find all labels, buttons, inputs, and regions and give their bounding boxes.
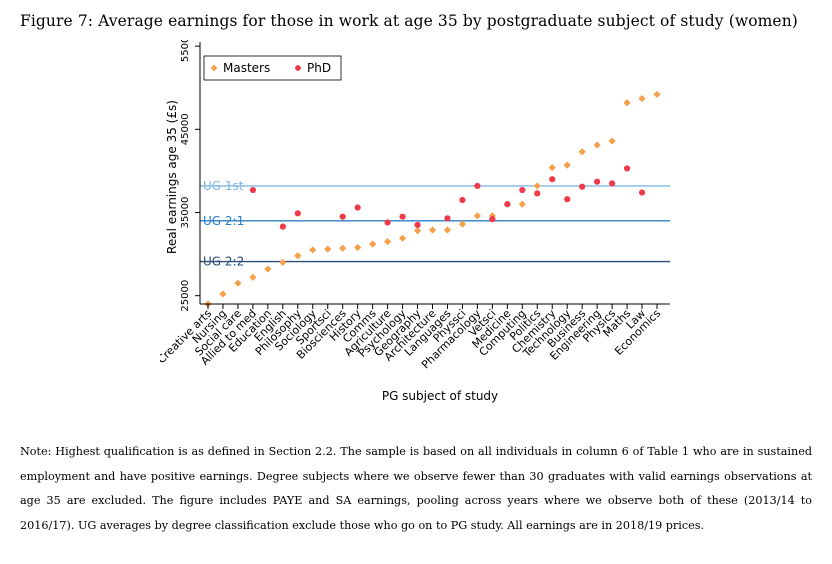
phd-point (384, 219, 391, 226)
masters-point (294, 252, 302, 260)
y-tick-label: 25000 (180, 280, 191, 312)
reference-lines: UG 1st UG 2:1 UG 2:2 (200, 179, 670, 269)
masters-point (458, 220, 467, 228)
phd-point (459, 196, 466, 204)
phd-point (534, 190, 541, 197)
legend-label-masters: Masters (223, 61, 270, 75)
phd-point (594, 178, 601, 185)
y-tick-label: 45000 (180, 113, 191, 145)
phd-point (444, 215, 451, 222)
data-points (204, 90, 661, 308)
legend-label-phd: PhD (307, 61, 331, 75)
legend-box (203, 55, 342, 81)
phd-point (489, 216, 496, 223)
phd-point (279, 223, 286, 230)
ref-line-label: UG 1st (203, 179, 244, 193)
masters-point (548, 163, 556, 172)
phd-point (474, 182, 481, 189)
masters-point (398, 234, 407, 242)
masters-point (593, 141, 601, 149)
phd-point (399, 213, 406, 220)
phd-point (354, 204, 361, 211)
masters-point (413, 227, 422, 235)
figure-title: Figure 7: Average earnings for those in … (20, 12, 798, 30)
y-tick-label: 35000 (180, 197, 191, 229)
masters-point (264, 265, 272, 273)
phd-point (564, 196, 571, 203)
phd-point (609, 180, 616, 187)
phd-point (504, 201, 511, 208)
masters-point (563, 161, 571, 169)
masters-point (339, 244, 347, 252)
masters-point (354, 243, 362, 252)
masters-point (249, 273, 257, 281)
masters-point (638, 94, 646, 103)
phd-point (638, 189, 646, 196)
masters-point (533, 182, 541, 190)
phd-point (579, 183, 586, 190)
masters-point (428, 226, 437, 234)
figure-note: Note: Highest qualification is as define… (20, 445, 812, 532)
phd-point (549, 176, 556, 183)
masters-point (578, 148, 586, 156)
masters-point (443, 226, 452, 234)
ref-line-label: UG 2:1 (203, 214, 244, 228)
masters-point (623, 99, 631, 107)
masters-point (608, 137, 616, 145)
masters-point (369, 240, 377, 248)
masters-point (384, 238, 392, 246)
phd-point (519, 186, 526, 194)
masters-point (234, 279, 242, 287)
masters-point (653, 90, 661, 98)
legend: Masters PhD (203, 55, 342, 81)
masters-point (473, 212, 481, 220)
masters-point (279, 258, 287, 267)
masters-point (309, 246, 317, 254)
y-axis-label: Real earnings age 35 (£s) (165, 100, 179, 254)
ref-line-label: UG 2:2 (203, 255, 244, 269)
legend-marker-masters (210, 64, 218, 72)
phd-point (414, 221, 421, 229)
masters-point (488, 212, 496, 220)
phd-point (249, 186, 256, 194)
masters-point (518, 200, 526, 208)
masters-point (219, 290, 227, 298)
y-tick-label: 55000 (180, 40, 191, 62)
x-axis-label: PG subject of study (382, 389, 498, 403)
masters-point (324, 245, 332, 253)
phd-point (339, 213, 346, 220)
phd-point (623, 165, 631, 172)
legend-marker-phd (295, 65, 301, 71)
phd-point (294, 210, 301, 217)
